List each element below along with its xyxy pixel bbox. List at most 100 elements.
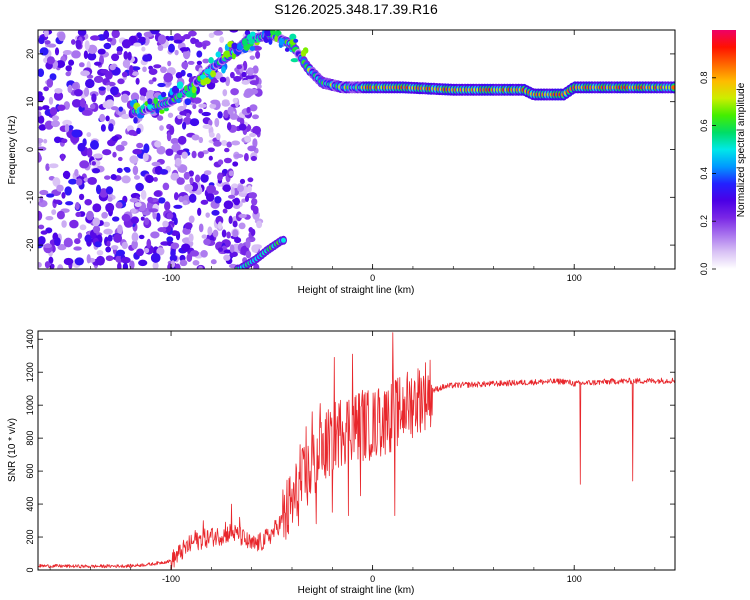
spectrogram-noise-cell [234, 237, 242, 244]
x-tick-label: -100 [162, 273, 180, 283]
spectrogram-noise-cell [84, 234, 92, 243]
spectrogram-noise-cell [51, 115, 60, 121]
spectrogram-ridge-cell [171, 85, 180, 94]
spectrogram-noise-cell [142, 54, 151, 62]
spectrogram-noise-cell [49, 73, 57, 81]
spectrogram-noise-cell [230, 88, 239, 96]
spectrogram-ridge-cell [284, 47, 290, 52]
spectrogram-noise-cell [157, 34, 167, 45]
spectrogram-noise-cell [57, 243, 67, 251]
spectrogram-noise-cell [196, 60, 203, 65]
spectrogram-noise-cell [197, 207, 202, 217]
spectrogram-noise-cell [251, 244, 259, 253]
spectrogram-noise-cell [173, 192, 179, 201]
spectrogram-noise-cell [92, 225, 101, 234]
spectrogram-noise-cell [223, 200, 234, 210]
spectrogram-noise-cell [91, 161, 96, 166]
spectrogram-noise-cell [128, 129, 136, 136]
spectrogram-noise-cell [202, 42, 207, 50]
snr-background [38, 331, 675, 570]
spectrogram-noise-cell [210, 79, 219, 84]
spectrogram-ridge-cell [203, 77, 211, 85]
spectrogram-ridge-cell [270, 30, 276, 36]
spectrogram-noise-cell [256, 220, 263, 229]
spectrogram-noise-cell [239, 178, 246, 184]
spectrogram-noise-cell [136, 248, 144, 257]
spectrogram-noise-cell [113, 233, 123, 243]
spectrogram-noise-cell [123, 51, 129, 60]
spectrogram-ridge-cell [223, 50, 231, 58]
spectrogram-noise-cell [107, 234, 113, 242]
spectrogram-noise-cell [120, 93, 129, 103]
x-tick-label: 0 [370, 273, 375, 283]
spectrogram-noise-cell [89, 140, 100, 150]
spectrogram-noise-cell [221, 229, 227, 238]
spectrogram-noise-cell [132, 148, 143, 155]
spectrogram-noise-cell [160, 66, 167, 74]
spectrogram-noise-cell [209, 132, 215, 138]
y-tick-label: 10 [25, 97, 35, 107]
spectrogram-noise-cell [222, 184, 232, 193]
spectrogram-noise-cell [53, 91, 64, 101]
spectrogram-noise-cell [138, 234, 145, 240]
spectrogram-noise-cell [191, 150, 197, 159]
spectrogram-noise-cell [200, 199, 209, 205]
spectrogram-noise-cell [233, 153, 244, 159]
y-tick-label: 600 [25, 464, 35, 479]
y-tick-label: 800 [25, 431, 35, 446]
spectrogram-noise-cell [129, 155, 139, 164]
spectrogram-noise-cell [170, 137, 180, 145]
spectrogram-noise-cell [140, 216, 145, 221]
spectrogram-noise-cell [43, 138, 48, 144]
spectrogram-y-label: Frequency (Hz) [7, 116, 18, 185]
spectrogram-noise-cell [86, 210, 94, 221]
spectrogram-noise-cell [56, 184, 64, 192]
spectrogram-noise-cell [138, 259, 148, 267]
spectrogram-noise-cell [213, 140, 222, 147]
spectrogram-noise-cell [245, 250, 252, 259]
spectrogram-noise-cell [46, 193, 55, 198]
spectrogram-noise-cell [216, 133, 221, 141]
spectrogram-noise-cell [143, 31, 154, 38]
spectrogram-noise-cell [151, 161, 161, 167]
spectrogram-noise-cell [239, 118, 245, 126]
spectrogram-noise-cell [173, 39, 183, 44]
spectrogram-noise-cell [121, 39, 132, 49]
spectrogram-noise-cell [44, 40, 51, 45]
spectrogram-noise-cell [223, 109, 229, 119]
spectrogram-noise-cell [64, 186, 72, 196]
spectrogram-noise-cell [51, 209, 57, 215]
spectrogram-ridge-cell [184, 98, 192, 106]
colorbar-tick-label: 0.6 [699, 119, 709, 132]
y-tick-label: -20 [25, 239, 35, 252]
spectrogram-noise-cell [90, 35, 100, 41]
spectrogram-noise-cell [230, 71, 235, 79]
spectrogram-noise-cell [152, 77, 157, 82]
spectrogram-noise-cell [74, 169, 79, 177]
spectrogram-noise-cell [249, 132, 256, 138]
spectrogram-noise-cell [103, 42, 112, 50]
spectrogram-noise-cell [203, 170, 212, 176]
spectrogram-noise-cell [182, 49, 191, 60]
spectrogram-noise-cell [229, 244, 235, 253]
spectrogram-noise-cell [83, 50, 89, 60]
spectrogram-noise-cell [79, 160, 90, 169]
spectrogram-noise-cell [188, 233, 194, 243]
spectrogram-noise-cell [135, 77, 140, 85]
spectrogram-noise-cell [38, 68, 45, 77]
spectrogram-noise-cell [75, 211, 82, 217]
spectrogram-noise-cell [131, 239, 138, 250]
spectrogram-noise-cell [106, 240, 111, 247]
spectrogram-noise-cell [65, 71, 71, 77]
spectrogram-noise-cell [157, 82, 166, 88]
snr-y-label: SNR (10 * v/v) [7, 418, 18, 482]
spectrogram-noise-cell [198, 103, 207, 108]
spectrogram-ridge-cell [140, 105, 145, 110]
spectrogram-noise-cell [217, 111, 223, 119]
spectrogram-noise-cell [170, 172, 180, 181]
spectrogram-ridge-cell [183, 85, 189, 92]
spectrogram-noise-cell [70, 39, 76, 45]
spectrogram-noise-cell [38, 137, 44, 144]
spectrogram-noise-cell [194, 174, 201, 183]
spectrogram-noise-cell [116, 167, 123, 174]
